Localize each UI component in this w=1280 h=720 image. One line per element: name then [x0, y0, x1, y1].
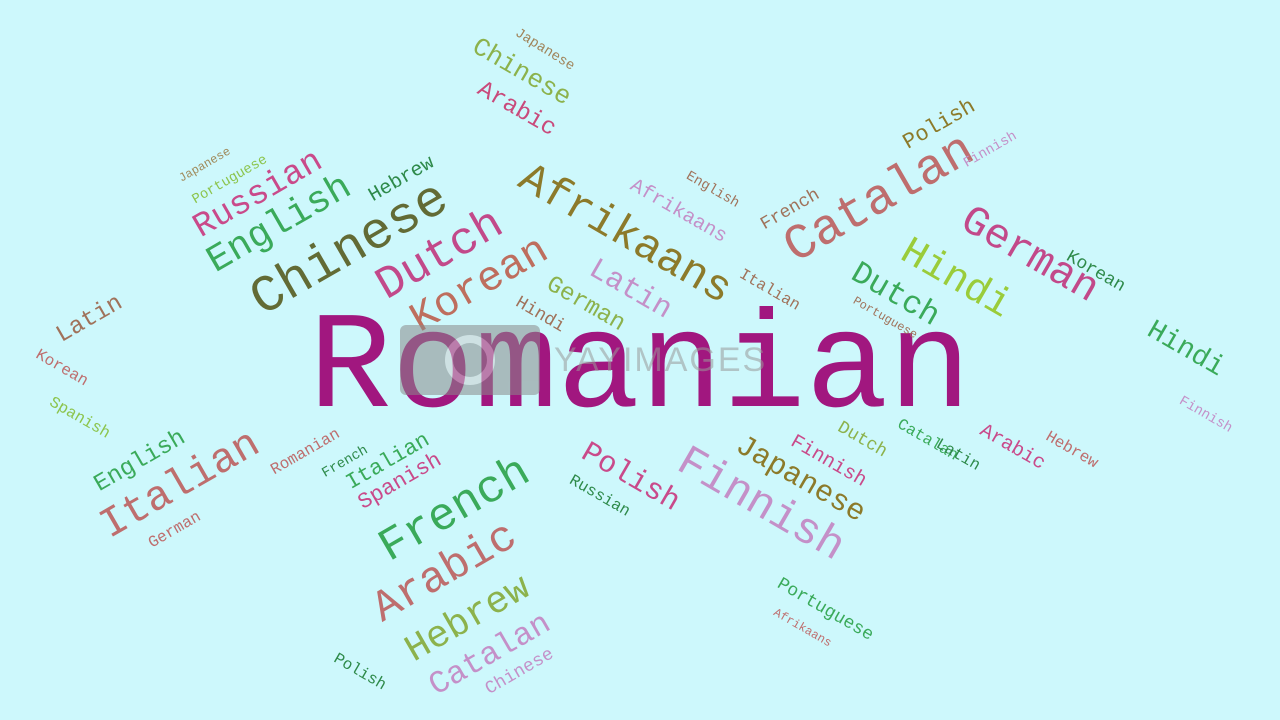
camera-icon: [400, 325, 540, 395]
cloud-word: Korean: [32, 345, 92, 391]
cloud-word: Hindi: [1141, 315, 1230, 384]
cloud-word: Hebrew: [1042, 427, 1102, 473]
cloud-word: English: [682, 168, 742, 212]
cloud-word: Latin: [51, 289, 128, 350]
cloud-word: Arabic: [975, 419, 1050, 476]
watermark-text: YAYIMAGES: [554, 340, 768, 379]
cloud-word: Spanish: [46, 393, 114, 443]
watermark: YAYIMAGES: [400, 325, 767, 395]
cloud-word: Finnish: [1175, 393, 1235, 437]
cloud-word: Polish: [330, 649, 390, 695]
